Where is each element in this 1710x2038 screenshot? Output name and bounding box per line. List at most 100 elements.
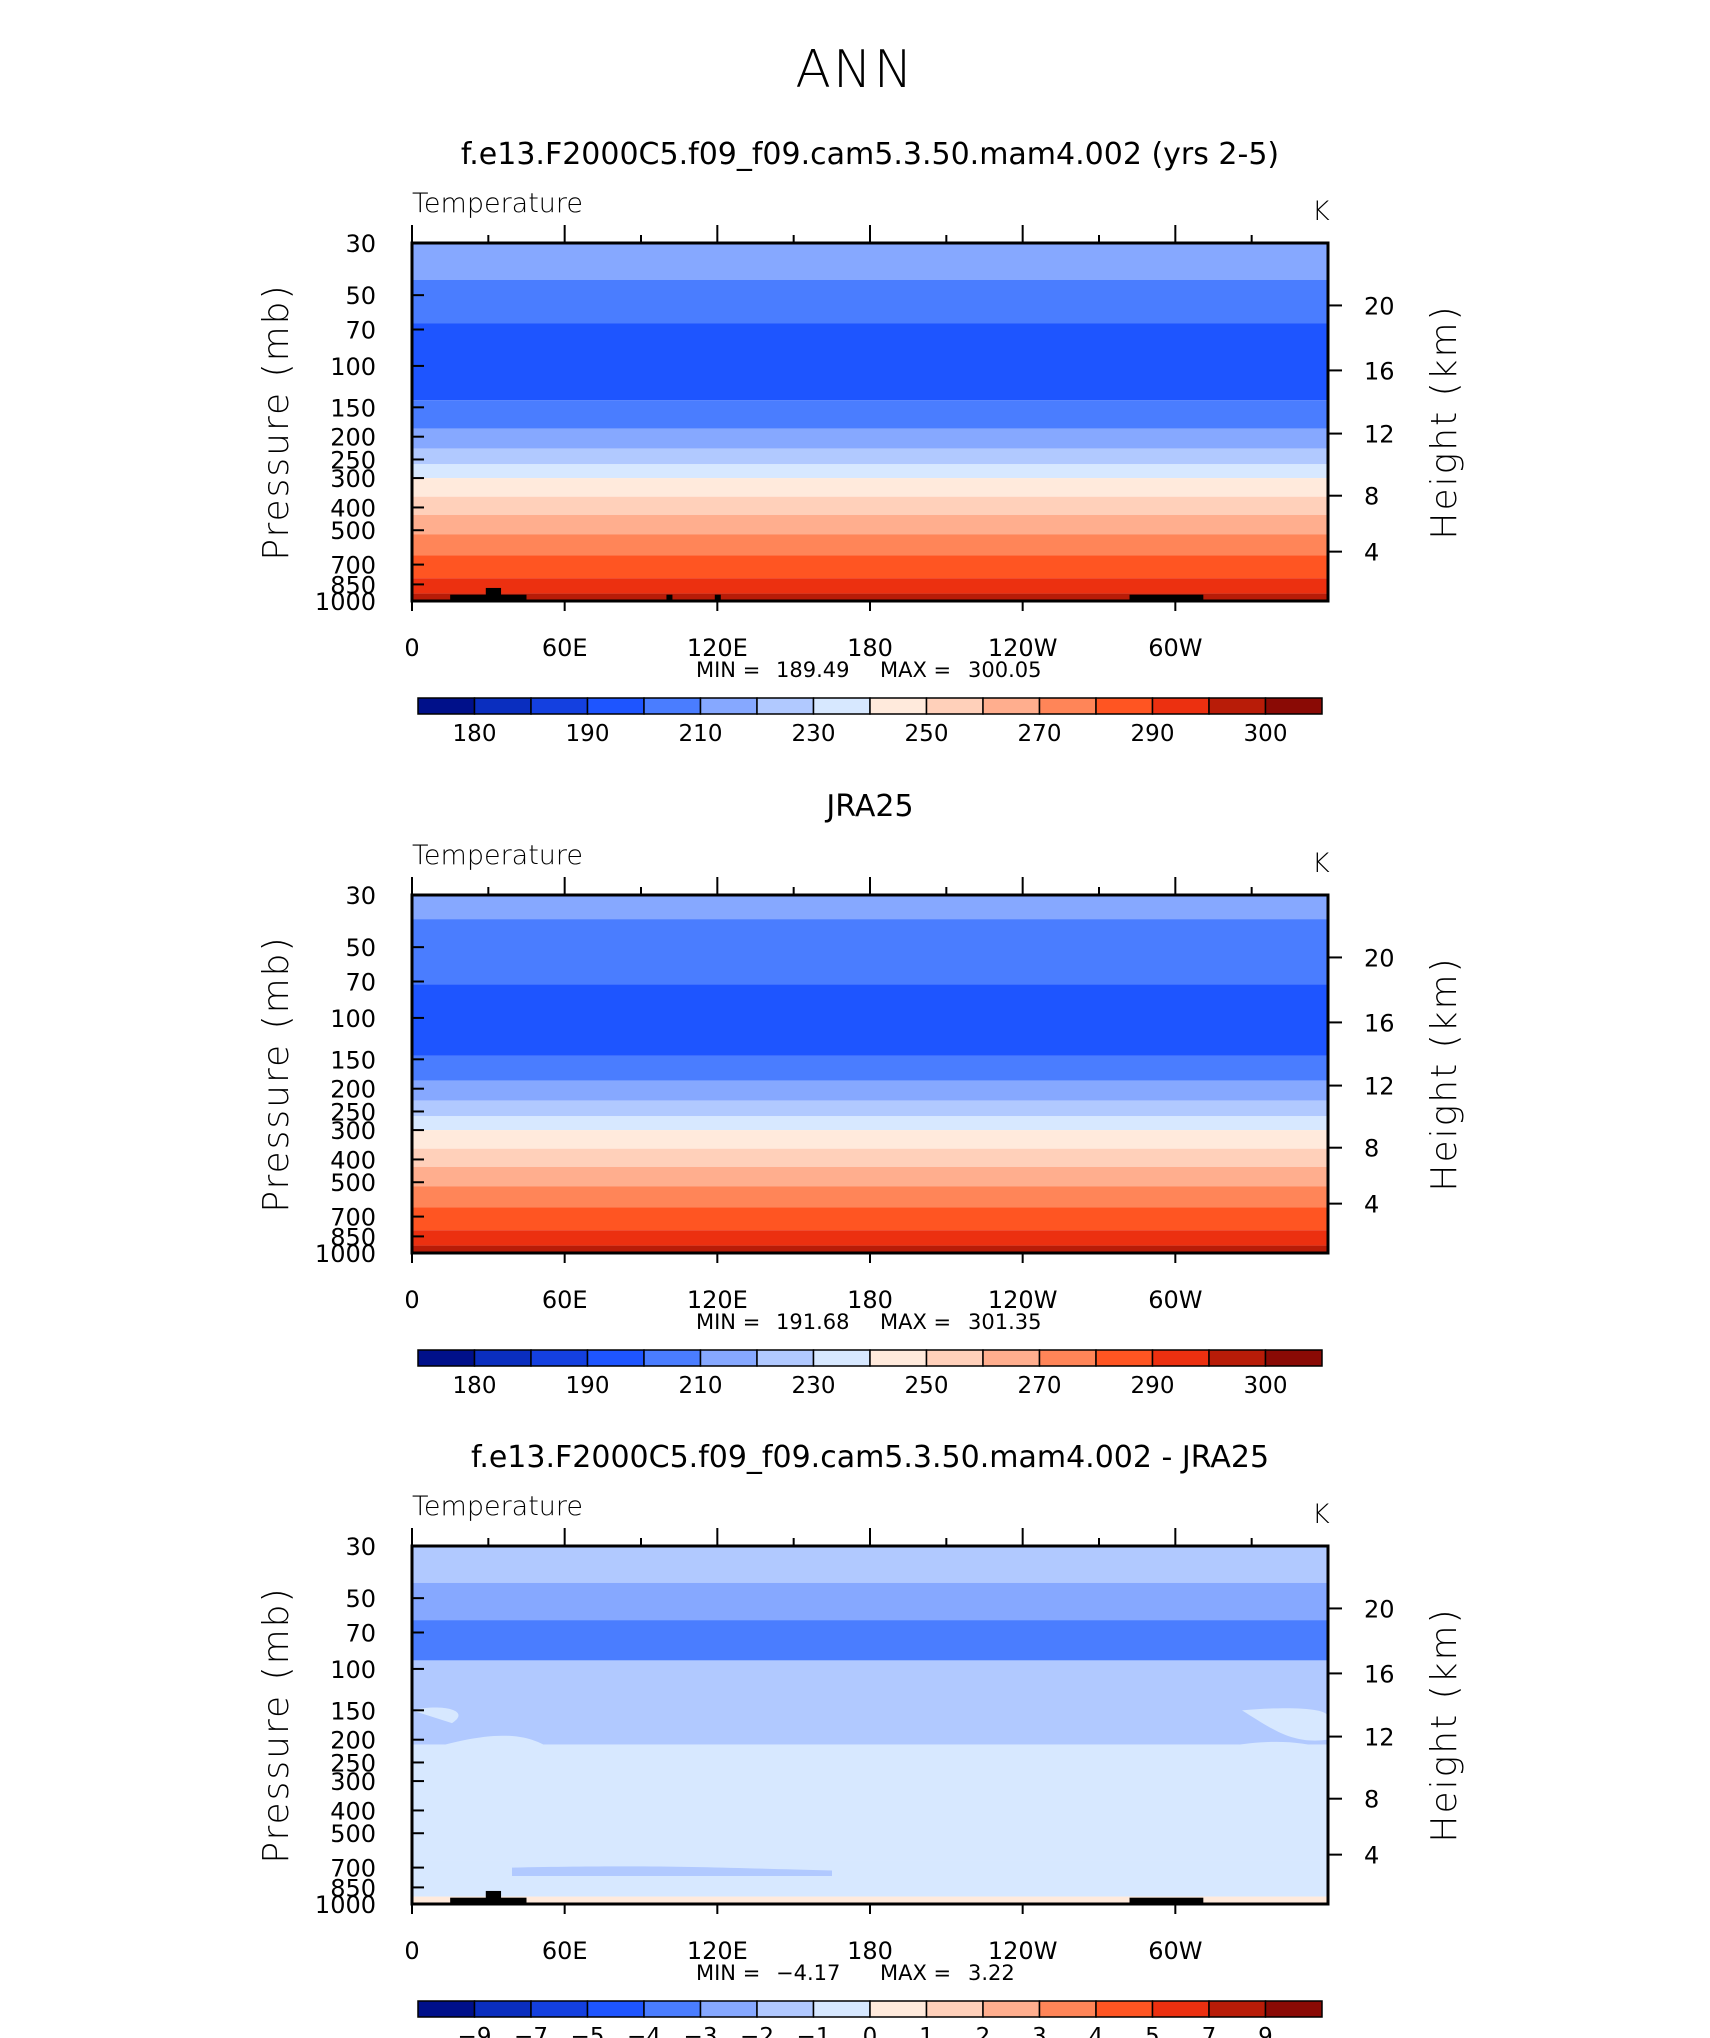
colorbar-box: [699, 2000, 758, 2018]
colorbar-label: 290: [1131, 721, 1175, 747]
diff-blob: [1242, 1708, 1328, 1741]
topography: [666, 594, 673, 601]
diff-blob: [512, 1866, 832, 1876]
y-axis-title: Pressure (mb): [256, 935, 297, 1212]
colorbar-box: [925, 2000, 984, 2018]
colorbar-label: 180: [453, 1373, 497, 1399]
x-tick-label: 60E: [542, 1937, 588, 1965]
y-tick-label: 300: [330, 1117, 376, 1145]
y-tick-label: 50: [345, 934, 376, 962]
stat-max-value: 3.22: [968, 1961, 1015, 1985]
colorbar-label: 5: [1145, 2024, 1160, 2038]
y-tick-label: 30: [345, 1533, 376, 1561]
y-tick-label: 200: [330, 1076, 376, 1104]
y-tick-label: 1000: [315, 1891, 376, 1919]
diff-blob: [412, 1735, 972, 1830]
x-tick-label: 120E: [687, 1937, 748, 1965]
colorbar-label: 270: [1018, 721, 1062, 747]
contour-band: [412, 1186, 1328, 1208]
x-tick-label: 60W: [1148, 1286, 1202, 1314]
colorbar-label: 290: [1131, 1373, 1175, 1399]
panel-title: f.e13.F2000C5.f09_f09.cam5.3.50.mam4.002…: [461, 137, 1279, 172]
colorbar-label: 180: [453, 721, 497, 747]
y-tick-label: 300: [330, 1768, 376, 1796]
y2-tick-label: 4: [1364, 1842, 1379, 1870]
x-tick-label: 120E: [687, 1286, 748, 1314]
colorbar-box: [1264, 697, 1323, 715]
contour-band: [412, 555, 1328, 579]
contour-band: [412, 593, 1328, 601]
contour-band: [412, 1620, 1328, 1661]
colorbar-label: 300: [1244, 1373, 1288, 1399]
colorbar-label: 3: [1032, 2024, 1047, 2038]
colorbar-box: [869, 2000, 928, 2018]
y2-tick-label: 16: [1364, 1660, 1395, 1688]
colorbar-label: 0: [863, 2024, 878, 2038]
contour-band: [412, 1546, 1328, 1583]
y-tick-label: 850: [330, 571, 376, 599]
x-tick-label: 120W: [988, 1937, 1058, 1965]
y-axis-title: Pressure (mb): [256, 283, 297, 560]
colorbar-box: [643, 2000, 702, 2018]
stat-max-label: MAX =: [880, 1961, 951, 1985]
y-tick-label: 400: [330, 494, 376, 522]
units-label: K: [1312, 1499, 1330, 1530]
stat-min-label: MIN =: [696, 1310, 760, 1334]
contour-band: [412, 1207, 1328, 1231]
y2-tick-label: 12: [1364, 1073, 1395, 1101]
colorbar-box: [530, 2000, 589, 2018]
contour-band: [412, 1896, 1328, 1904]
contour-band: [412, 1130, 1328, 1149]
colorbar-label: 210: [679, 721, 723, 747]
contour-band: [412, 464, 1328, 479]
colorbar-box: [982, 2000, 1041, 2018]
contour-band: [412, 919, 1328, 985]
stat-min-label: MIN =: [696, 1961, 760, 1985]
colorbar-box: [1264, 2000, 1323, 2018]
contour-band: [412, 1245, 1328, 1253]
colorbar-label: 4: [1089, 2024, 1104, 2038]
y2-axis-title: Height (km): [1424, 304, 1465, 539]
y-tick-label: 400: [330, 1146, 376, 1174]
stat-min-label: MIN =: [696, 658, 760, 682]
y-tick-label: 1000: [315, 1240, 376, 1268]
y2-tick-label: 8: [1364, 483, 1379, 511]
contour-band: [412, 1582, 1328, 1621]
y-tick-label: 500: [330, 1169, 376, 1197]
units-label: K: [1312, 196, 1330, 227]
topography: [485, 587, 502, 601]
units-label: K: [1312, 848, 1330, 879]
y-tick-label: 200: [330, 424, 376, 452]
variable-label: Temperature: [412, 840, 583, 871]
contour-band: [412, 1055, 1328, 1081]
y-tick-label: 30: [345, 230, 376, 258]
stat-max-label: MAX =: [880, 1310, 951, 1334]
diff-blob: [1189, 1741, 1328, 1830]
colorbar-box: [417, 2000, 476, 2018]
x-tick-label: 60E: [542, 634, 588, 662]
contour-band: [412, 895, 1328, 920]
x-tick-label: 0: [404, 1286, 419, 1314]
y-tick-label: 150: [330, 394, 376, 422]
contour-band: [412, 478, 1328, 497]
contour-band: [412, 534, 1328, 556]
y-tick-label: 500: [330, 517, 376, 545]
colorbar-label: 190: [566, 721, 610, 747]
y-tick-label: 400: [330, 1797, 376, 1825]
colorbar-label: 250: [905, 721, 949, 747]
y-tick-label: 100: [330, 1656, 376, 1684]
y-tick-label: 30: [345, 882, 376, 910]
colorbar-label: −3: [684, 2024, 718, 2038]
colorbar-box: [1208, 2000, 1267, 2018]
colorbar-label: 9: [1258, 2024, 1273, 2038]
contour-band: [412, 496, 1328, 515]
colorbar-label: 190: [566, 1373, 610, 1399]
colorbar-box: [1038, 2000, 1097, 2018]
contour-band: [412, 1100, 1328, 1117]
colorbar-box: [756, 2000, 815, 2018]
y-tick-label: 250: [330, 446, 376, 474]
y-tick-label: 50: [345, 282, 376, 310]
contour-band: [412, 428, 1328, 449]
